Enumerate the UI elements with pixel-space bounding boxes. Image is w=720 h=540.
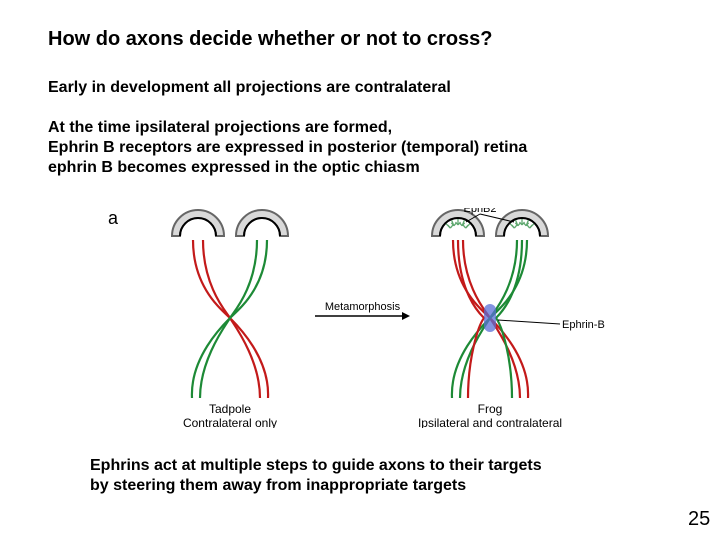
p2-line3: ephrin B becomes expressed in the optic … — [48, 159, 420, 176]
svg-text:Contralateral only: Contralateral only — [183, 416, 277, 428]
svg-text:Ephrin-B: Ephrin-B — [562, 319, 605, 331]
summary-text: Ephrins act at multiple steps to guide a… — [90, 456, 542, 496]
summary-line1: Ephrins act at multiple steps to guide a… — [90, 457, 542, 474]
paragraph-2: At the time ipsilateral projections are … — [48, 118, 527, 178]
chiasm-diagram: Metamorphosis TadpoleContralateral only Fr… — [110, 208, 610, 428]
slide-title: How do axons decide whether or not to cr… — [48, 28, 493, 51]
summary-line2: by steering them away from inappropriate… — [90, 477, 466, 494]
page-number: 25 — [688, 508, 710, 531]
svg-text:Tadpole: Tadpole — [209, 402, 251, 416]
p2-line2: Ephrin B receptors are expressed in post… — [48, 139, 527, 156]
svg-text:Metamorphosis: Metamorphosis — [325, 301, 401, 313]
svg-text:Ipsilateral and contralateral: Ipsilateral and contralateral — [418, 416, 562, 428]
p2-line1: At the time ipsilateral projections are … — [48, 119, 392, 136]
svg-text:EphB2: EphB2 — [463, 208, 496, 215]
paragraph-1: Early in development all projections are… — [48, 78, 451, 98]
svg-text:Frog: Frog — [478, 402, 503, 416]
